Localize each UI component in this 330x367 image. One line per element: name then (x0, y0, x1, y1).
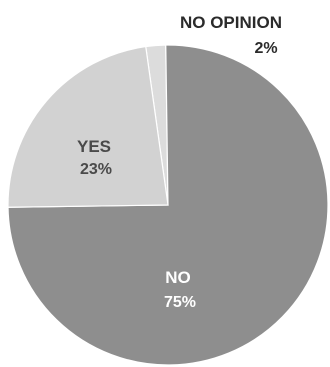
pie-slices (7, 44, 329, 366)
slice-value-no-opinion: 2% (254, 40, 277, 57)
pie-slice-yes (7, 45, 169, 208)
slice-label-yes: YES (77, 137, 111, 156)
slice-value-yes: 23% (80, 161, 112, 178)
slice-label-no: NO (165, 268, 191, 287)
slice-label-no-opinion: NO OPINION (180, 13, 282, 32)
slice-value-no: 75% (164, 294, 196, 311)
